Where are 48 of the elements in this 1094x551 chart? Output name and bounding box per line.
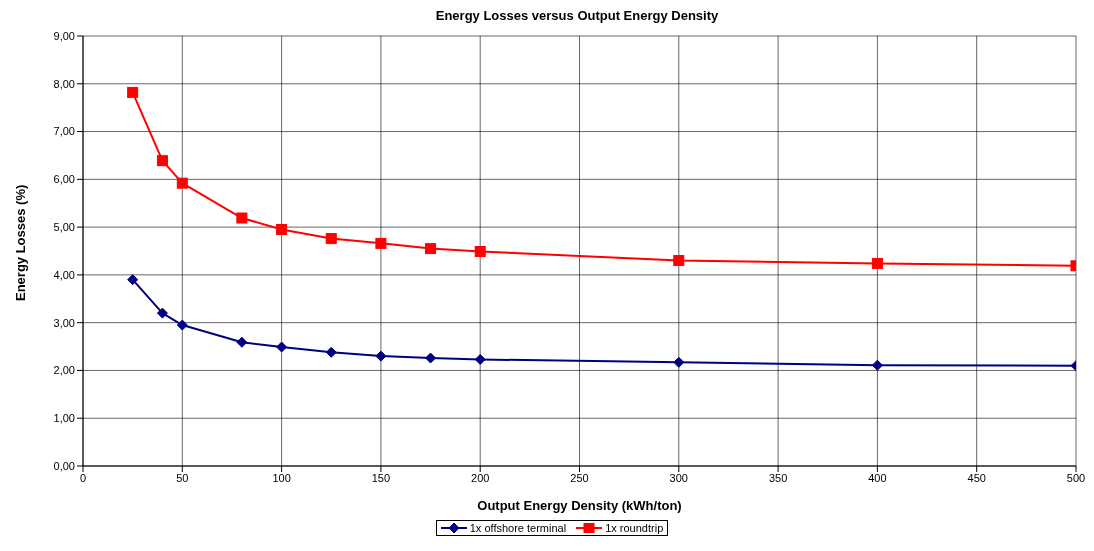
point bbox=[127, 86, 139, 98]
point bbox=[474, 353, 486, 365]
y-tick-label: 6,00 bbox=[53, 173, 75, 186]
point bbox=[871, 359, 883, 371]
legend-label: 1x offshore terminal bbox=[468, 522, 567, 534]
point bbox=[236, 336, 248, 348]
x-tick-label: 450 bbox=[967, 471, 986, 484]
point bbox=[276, 224, 288, 235]
y-axis-title: Energy Losses (%) bbox=[12, 184, 28, 301]
point bbox=[474, 245, 486, 257]
x-tick-label: 400 bbox=[868, 471, 887, 484]
x-tick-label: 200 bbox=[471, 471, 490, 484]
x-tick-label: 500 bbox=[1066, 471, 1086, 484]
point bbox=[425, 352, 437, 364]
x-tick-label: 350 bbox=[768, 471, 788, 484]
y-tick-label: 9,00 bbox=[53, 29, 75, 42]
y-tick-label: 3,00 bbox=[53, 316, 75, 329]
y-tick-label: 8,00 bbox=[53, 77, 75, 90]
y-tick-label: 7,00 bbox=[53, 125, 75, 138]
point bbox=[176, 319, 188, 331]
point bbox=[176, 177, 188, 189]
x-tick-label: 150 bbox=[371, 471, 391, 484]
x-tick-label: 50 bbox=[176, 471, 189, 484]
point bbox=[673, 255, 685, 267]
point bbox=[375, 237, 387, 249]
y-tick-label: 0,00 bbox=[53, 459, 75, 472]
point bbox=[236, 212, 248, 224]
x-tick-label: 100 bbox=[272, 471, 291, 484]
y-tick-label: 5,00 bbox=[53, 221, 75, 234]
point bbox=[127, 274, 139, 286]
point bbox=[156, 307, 168, 319]
y-tick-label: 2,00 bbox=[53, 364, 75, 377]
point bbox=[871, 257, 883, 269]
point bbox=[276, 341, 288, 353]
point bbox=[156, 155, 168, 167]
x-tick-label: 0 bbox=[79, 471, 87, 484]
x-tick-label: 300 bbox=[669, 471, 688, 484]
point bbox=[375, 350, 387, 362]
y-tick-label: 4,00 bbox=[53, 268, 75, 281]
point bbox=[425, 243, 437, 255]
chart-title: Energy Losses versus Output Energy Density bbox=[434, 8, 720, 25]
point bbox=[325, 233, 337, 245]
legend-label: 1x roundtrip bbox=[604, 522, 664, 534]
point bbox=[673, 356, 685, 368]
point bbox=[325, 346, 337, 358]
x-tick-label: 250 bbox=[570, 471, 589, 484]
y-tick-label: 1,00 bbox=[53, 412, 75, 425]
x-axis-title: Output Energy Density (kWh/ton) bbox=[477, 498, 682, 513]
